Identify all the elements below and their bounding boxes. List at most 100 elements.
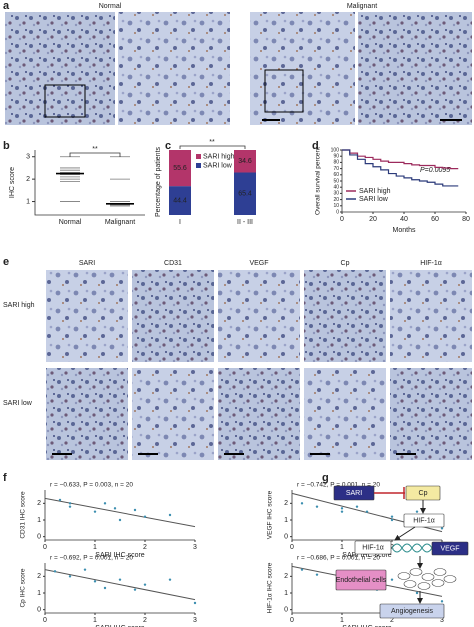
y-axis-label: Percentage of patients (155, 146, 162, 217)
cell (409, 568, 423, 576)
bracket (179, 145, 246, 149)
y-tick-label: 0 (37, 534, 41, 541)
micrograph (46, 368, 128, 460)
x-axis-label: SARI IHC score (342, 625, 392, 627)
node-label: HIF-1α (413, 517, 435, 524)
node-label: SARI (346, 490, 362, 497)
x-tick-label: 0 (290, 617, 294, 624)
point (340, 510, 344, 513)
bar-segment (234, 150, 256, 173)
x-axis-label: SARI IHC score (95, 625, 145, 627)
y-tick-label: 0 (37, 607, 41, 614)
micrograph (390, 368, 472, 460)
node-box (431, 541, 469, 556)
legend-swatch (196, 154, 201, 159)
micrograph (304, 368, 386, 460)
x-tick-label: 2 (390, 617, 394, 624)
annotation: r = −0.692, P = 0.001, n = 20 (50, 555, 133, 562)
legend-label: SARI low (359, 196, 389, 203)
data-label: 44.4 (173, 197, 187, 204)
point (440, 600, 444, 603)
panel-label: a (3, 0, 10, 12)
image-panels (5, 12, 472, 125)
point (68, 502, 72, 505)
y-tick-label: 70 (333, 166, 339, 172)
x-tick-label: 0 (43, 544, 47, 551)
node-box (403, 513, 445, 528)
column-label: CD31 (164, 260, 182, 267)
annotation: ** (209, 139, 215, 146)
x-tick-label: II - III (237, 219, 253, 226)
point (340, 507, 344, 510)
y-tick-label: 3 (26, 154, 30, 161)
y-tick-label: 0 (284, 607, 288, 614)
y-tick-label: 1 (37, 590, 41, 597)
x-tick-label: 1 (340, 617, 344, 624)
x-tick-label: 0 (43, 617, 47, 624)
dna (391, 543, 433, 553)
point (53, 570, 57, 573)
point (355, 505, 359, 508)
micrograph (218, 368, 300, 460)
micrograph (5, 12, 115, 125)
point (193, 601, 197, 605)
node-label: Angiogenesis (391, 608, 434, 615)
point (113, 507, 117, 510)
y-tick-label: 60 (333, 172, 339, 178)
point (300, 502, 304, 505)
x-tick-label: 1 (93, 617, 97, 624)
x-axis-label: SARI IHC score (95, 552, 145, 559)
x-tick-label: 3 (193, 617, 197, 624)
node-box (354, 540, 392, 555)
x-tick-label: 40 (400, 216, 408, 223)
y-tick-label: 20 (333, 197, 339, 203)
point (93, 580, 97, 583)
x-tick-label: 3 (440, 617, 444, 624)
micrograph (118, 12, 230, 125)
y-tick-label: 1 (26, 198, 30, 205)
y-axis-label: Cp IHC score (20, 568, 27, 607)
point (68, 575, 72, 578)
y-tick-label: 40 (333, 185, 339, 191)
annotation: ** (92, 146, 98, 153)
point (315, 505, 319, 508)
annotation: P=0.0095 (420, 167, 450, 174)
y-tick-label: 2 (37, 573, 41, 580)
point (83, 568, 87, 571)
x-tick-label: 2 (143, 617, 147, 624)
node-box (335, 569, 387, 591)
y-tick-label: 2 (26, 176, 30, 183)
micrograph (390, 270, 472, 362)
y-tick-label: 2 (284, 500, 288, 507)
node-label: VEGF (440, 545, 459, 552)
x-tick-label: Normal (59, 219, 82, 226)
column-label: VEGF (249, 260, 268, 267)
bracket (69, 152, 121, 157)
point (133, 588, 137, 591)
axis (34, 150, 145, 216)
y-tick-label: 80 (333, 160, 339, 166)
x-tick-label: 80 (462, 216, 470, 223)
point (390, 515, 394, 518)
y-axis-label: HIF-1α IHC score (267, 562, 274, 613)
panel-label: g (322, 472, 329, 484)
node-label: HIF-1α (362, 544, 384, 551)
node-label: Endothelial cells (336, 577, 387, 584)
bar-segment (234, 172, 256, 215)
micrograph (132, 270, 214, 362)
column-label: HIF-1α (420, 260, 442, 267)
point (168, 578, 172, 581)
x-tick-label: 3 (193, 544, 197, 551)
x-axis-label: SARI IHC score (342, 552, 392, 559)
image-title: Malignant (347, 3, 377, 10)
legend-label: SARI high (359, 188, 391, 195)
data-label: 55.6 (173, 165, 187, 172)
point (390, 518, 394, 522)
bar-segment (169, 186, 191, 215)
micrograph (46, 270, 128, 362)
panel-label: c (165, 140, 171, 152)
x-tick-label: Malignant (105, 219, 135, 226)
y-tick-label: 2 (37, 500, 41, 507)
point (118, 518, 122, 522)
axis (44, 563, 195, 614)
